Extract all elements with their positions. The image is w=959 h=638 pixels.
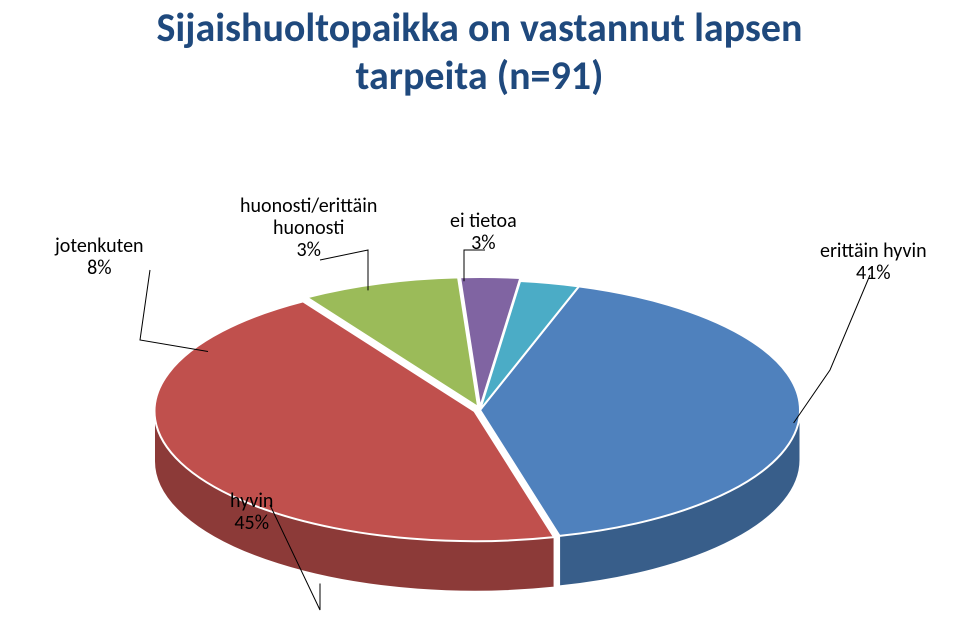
label-huonosti: huonosti/erittäin huonosti 3% [240,195,377,261]
label-jotenkuten: jotenkuten 8% [55,235,144,279]
chart-title: Sijaishuoltopaikka on vastannut lapsen t… [0,0,959,100]
label-hyvin: hyvin 45% [230,490,273,534]
label-erittain-hyvin: erittäin hyvin 41% [820,240,927,284]
title-line2: tarpeita (n=91) [356,51,604,100]
pie-chart: erittäin hyvin 41% hyvin 45% jotenkuten … [0,100,959,620]
title-line1: Sijaishuoltopaikka on vastannut lapsen [157,3,803,52]
label-ei-tietoa: ei tietoa 3% [450,210,517,254]
pie-svg [0,100,959,620]
